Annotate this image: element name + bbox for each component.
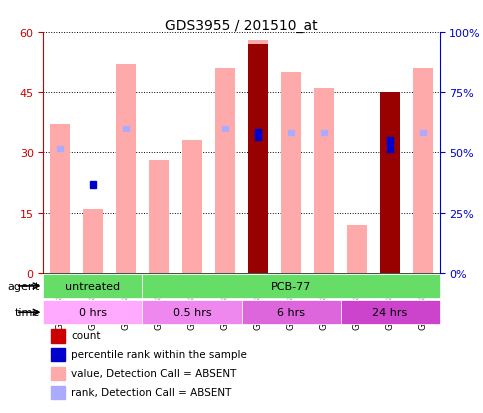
FancyBboxPatch shape	[43, 301, 142, 324]
Bar	[387, 138, 393, 144]
Bar	[51, 367, 65, 380]
Text: 24 hrs: 24 hrs	[372, 308, 408, 318]
FancyBboxPatch shape	[43, 274, 142, 298]
Bar	[215, 69, 235, 273]
Bar	[288, 130, 294, 136]
Text: GDS3955 / 201510_at: GDS3955 / 201510_at	[165, 19, 318, 33]
Bar	[380, 93, 400, 273]
Bar	[182, 141, 202, 273]
Bar	[51, 386, 65, 399]
Bar	[380, 93, 400, 273]
Bar	[347, 225, 367, 273]
Text: value, Detection Call = ABSENT: value, Detection Call = ABSENT	[71, 368, 237, 378]
Bar	[387, 146, 393, 152]
Text: PCB-77: PCB-77	[271, 281, 311, 291]
Bar	[413, 69, 433, 273]
Text: 6 hrs: 6 hrs	[277, 308, 305, 318]
Bar	[321, 130, 327, 136]
Bar	[51, 348, 65, 362]
Bar	[255, 134, 261, 140]
Bar	[248, 45, 268, 273]
FancyBboxPatch shape	[341, 301, 440, 324]
Text: untreated: untreated	[65, 281, 121, 291]
Text: 0 hrs: 0 hrs	[79, 308, 107, 318]
FancyBboxPatch shape	[242, 301, 341, 324]
Bar	[248, 41, 268, 273]
FancyBboxPatch shape	[142, 301, 242, 324]
Bar	[222, 126, 227, 132]
Bar	[314, 89, 334, 273]
Bar	[420, 130, 426, 136]
Bar	[281, 73, 301, 273]
Text: count: count	[71, 330, 100, 340]
Text: time: time	[14, 308, 40, 318]
Bar	[50, 125, 70, 273]
Bar	[57, 146, 63, 152]
Bar	[255, 130, 261, 136]
Bar	[149, 161, 169, 273]
Text: rank, Detection Call = ABSENT: rank, Detection Call = ABSENT	[71, 387, 231, 396]
Bar	[83, 209, 103, 273]
Bar	[123, 126, 128, 132]
Bar	[51, 329, 65, 343]
Bar	[90, 182, 96, 188]
Bar	[116, 65, 136, 273]
Text: percentile rank within the sample: percentile rank within the sample	[71, 349, 247, 359]
FancyBboxPatch shape	[142, 274, 440, 298]
Text: agent: agent	[7, 281, 40, 291]
Text: 0.5 hrs: 0.5 hrs	[173, 308, 211, 318]
